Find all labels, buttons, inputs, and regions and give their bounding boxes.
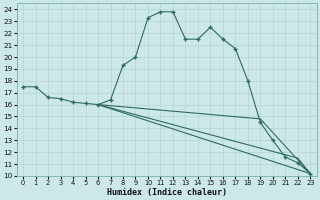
X-axis label: Humidex (Indice chaleur): Humidex (Indice chaleur) <box>107 188 227 197</box>
